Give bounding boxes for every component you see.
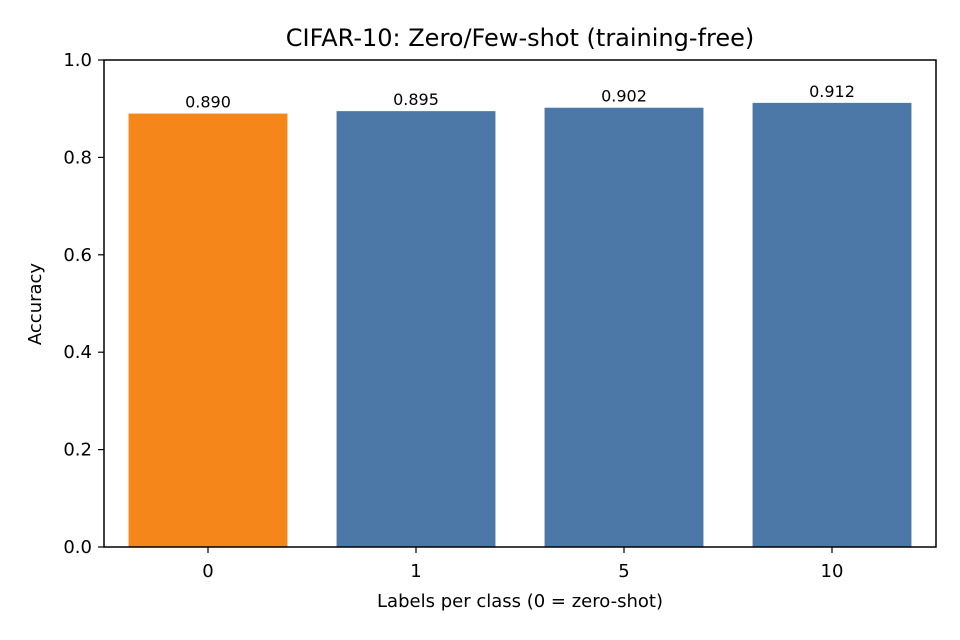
bar-5 — [544, 107, 704, 547]
data-label-1: 0.895 — [393, 90, 439, 109]
x-tick-label: 0 — [202, 561, 213, 582]
y-tick-label: 0.4 — [63, 342, 92, 363]
y-axis: 0.0 0.2 0.4 0.6 0.8 1.0 — [63, 50, 104, 558]
data-labels-layer: 0.890 0.895 0.902 0.912 — [185, 82, 855, 112]
bars-layer — [128, 102, 912, 547]
y-tick-label: 0.6 — [63, 245, 92, 266]
data-label-5: 0.902 — [601, 87, 647, 106]
y-tick-label: 0.2 — [63, 440, 92, 461]
y-tick-label: 0.8 — [63, 147, 92, 168]
bar-0 — [128, 113, 288, 547]
plot-frame — [103, 59, 937, 548]
chart-title: CIFAR-10: Zero/Few-shot (training-free) — [286, 24, 754, 52]
x-axis-label: Labels per class (0 = zero-shot) — [377, 591, 663, 612]
x-axis: 0 1 5 10 — [202, 547, 843, 582]
y-tick-label: 0.0 — [63, 537, 92, 558]
x-tick-label: 5 — [618, 561, 629, 582]
bar-10 — [752, 102, 912, 547]
bar-1 — [336, 111, 496, 547]
x-tick-label: 1 — [410, 561, 421, 582]
x-tick-label: 10 — [821, 561, 844, 582]
y-tick-label: 1.0 — [63, 50, 92, 71]
y-axis-label: Accuracy — [25, 263, 46, 346]
data-label-0: 0.890 — [185, 93, 231, 112]
data-label-10: 0.912 — [809, 82, 855, 101]
